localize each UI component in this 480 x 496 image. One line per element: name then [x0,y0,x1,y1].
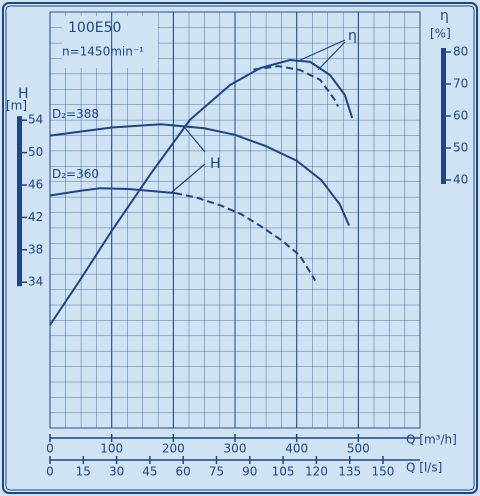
y2-tick-label: 70 [453,77,468,91]
y-tick-label: 50 [28,145,43,159]
y-tick-label: 34 [28,275,43,289]
y2-tick-label: 40 [453,173,468,187]
y2-unit: [%] [430,27,451,41]
x2-tick-label: 75 [209,465,224,479]
y-unit: [m] [6,99,27,113]
y-tick-label: 46 [28,178,43,192]
x2-tick-label: 120 [305,465,328,479]
frame-inner [5,5,475,491]
y2-tick-label: 50 [453,141,468,155]
curve [174,192,317,282]
chart-title: 100E50 [68,20,121,36]
y-label: H [18,86,29,102]
leader-line [171,163,206,193]
curve [49,58,354,326]
x2-tick-label: 105 [272,465,295,479]
annotation: η [348,28,357,44]
curve [253,65,339,107]
x2-tick-label: 15 [76,465,91,479]
y2-label: η [440,8,449,24]
y-axis-bar [17,116,22,287]
leader-line [317,41,346,71]
leader-line [184,127,206,153]
curve [49,123,351,226]
y-tick-label: 42 [28,210,43,224]
curve [49,187,176,197]
y-tick-label: 54 [28,113,43,127]
x2-tick-label: 150 [372,465,395,479]
x2-tick-label: 0 [46,465,54,479]
x-tick-label: 0 [46,442,54,456]
y2-tick-label: 80 [453,45,468,59]
x2-tick-label: 45 [142,465,157,479]
leader-line [295,39,346,63]
x2-label: Q [l/s] [406,461,442,475]
curve-label: D₂=360 [52,167,99,181]
annotation: H [210,156,221,172]
x2-tick-label: 90 [242,465,257,479]
curve-label: D₂=388 [52,107,99,121]
x-tick-label: 500 [347,442,370,456]
x-tick-label: 200 [162,442,185,456]
chart-subtitle: n=1450min⁻¹ [62,45,144,59]
x-tick-label: 300 [224,442,247,456]
x2-tick-label: 60 [176,465,191,479]
x-tick-label: 400 [285,442,308,456]
title-box [62,16,158,68]
x-tick-label: 100 [100,442,123,456]
y2-tick-label: 60 [453,109,468,123]
x-label: Q [m³/h] [406,433,457,447]
x2-tick-label: 135 [338,465,361,479]
x2-tick-label: 30 [109,465,124,479]
y-tick-label: 38 [28,242,43,256]
